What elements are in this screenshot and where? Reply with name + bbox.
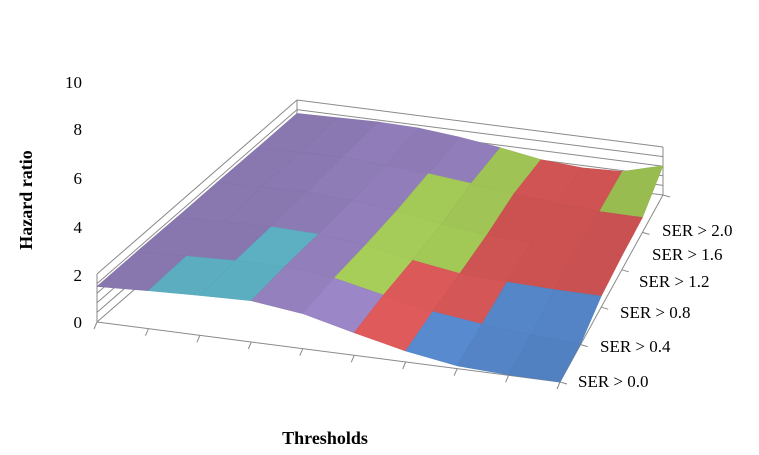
x-tick-mark	[196, 335, 201, 343]
x-tick-mark	[556, 381, 561, 390]
z-tick-label: 0	[74, 313, 83, 332]
x-tick-mark	[505, 375, 510, 383]
depth-tick-mark	[621, 269, 629, 273]
depth-tick-mark	[580, 344, 588, 348]
depth-series-label: SER > 2.0	[662, 221, 733, 240]
depth-series-label: SER > 0.4	[600, 337, 671, 356]
z-tick-label: 8	[74, 120, 83, 139]
depth-series-label: SER > 0.8	[620, 303, 691, 322]
z-tick-label: 6	[74, 169, 83, 188]
depth-series-label: SER > 1.2	[639, 272, 710, 291]
depth-series-label: SER > 1.6	[652, 245, 723, 264]
depth-tick-mark	[559, 381, 568, 385]
depth-tick-mark	[601, 306, 609, 310]
x-tick-mark	[402, 361, 407, 370]
depth-tick-mark	[642, 231, 650, 235]
z-tick-label: 4	[74, 218, 83, 237]
x-tick-mark	[350, 355, 355, 363]
surface-patch	[508, 334, 582, 383]
x-tick-mark	[299, 348, 304, 356]
x-axis-line	[96, 321, 561, 383]
x-tick-mark	[93, 321, 98, 330]
x-tick-mark	[453, 368, 458, 376]
x-axis-title: Thresholds	[282, 428, 368, 448]
y-axis-title: Hazard ratio	[16, 150, 36, 249]
surface-plot	[96, 113, 664, 383]
x-tick-mark	[144, 328, 149, 336]
depth-series-label: SER > 0.0	[578, 372, 649, 391]
x-tick-mark	[247, 341, 252, 350]
depth-tick-mark	[662, 194, 671, 198]
axes: 0 2 4 6 8 10 SER > 0.0 SER > 0.4 SER > 0…	[16, 73, 733, 448]
depth-axis-line	[559, 194, 664, 383]
z-tick-label: 10	[65, 73, 82, 92]
z-tick-label: 2	[74, 266, 83, 285]
